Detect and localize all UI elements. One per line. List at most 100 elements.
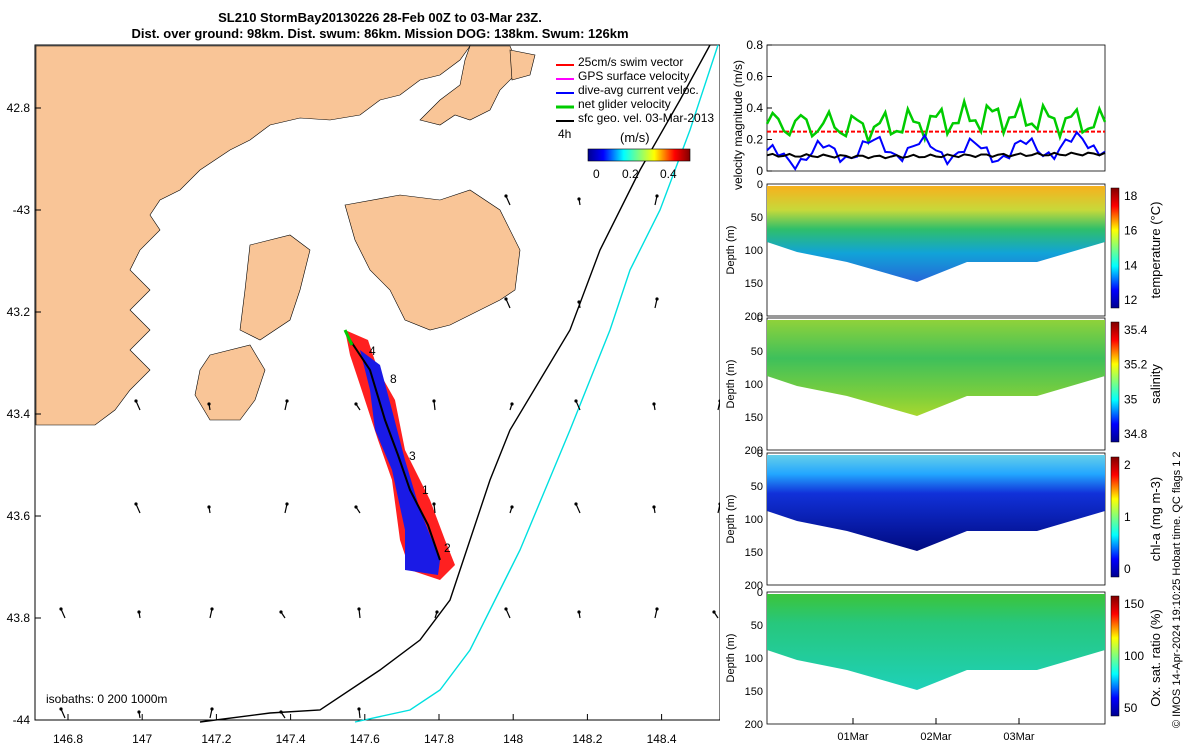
geo-velocity-arrowhead: [718, 399, 720, 403]
depth-tick-label: 0: [757, 448, 763, 460]
map-x-tick-label: 146.8: [53, 732, 83, 746]
colorbar-tick-label: 0: [1124, 562, 1131, 576]
section-colorbar: [1110, 456, 1120, 578]
legend: 25cm/s swim vector GPS surface velocity …: [556, 55, 714, 181]
geo-velocity-arrowhead: [655, 297, 659, 301]
geo-velocity-arrow: [135, 503, 141, 514]
colorbar-tick-label: 34.8: [1124, 427, 1148, 441]
geo-velocity-arrowhead: [285, 399, 289, 403]
geo-velocity-arrowhead: [504, 194, 508, 198]
colorbar-tick-label: 18: [1124, 189, 1138, 203]
colorbar-tick-02: 0.2: [622, 167, 639, 181]
velocity-y-tick-label: 0.4: [746, 101, 763, 115]
geo-velocity-arrowhead: [354, 402, 358, 406]
geo-velocity-arrow: [505, 298, 511, 309]
map-x-tick-label: 147.2: [201, 732, 231, 746]
geo-velocity-arrowhead: [577, 610, 581, 614]
map-x-tick-label: 148: [503, 732, 523, 746]
geostrophic-arrows: [59, 194, 720, 719]
track-label-4: 4: [369, 344, 376, 358]
velocity-series: [765, 96, 1107, 171]
time-tick-label: 03Mar: [1003, 731, 1035, 743]
depth-tick-label: 100: [745, 245, 763, 257]
geo-velocity-arrowhead: [279, 710, 283, 714]
track-label-1: 1: [422, 483, 429, 497]
geo-velocity-arrow: [60, 608, 66, 619]
velocity-series-line: [765, 96, 1107, 146]
map-y-tick-label: 43.8: [7, 611, 31, 625]
depth-axis-label: Depth (m): [725, 226, 737, 275]
depth-tick-label: 150: [745, 686, 763, 698]
depth-tick-label: 50: [751, 212, 763, 224]
depth-tick-label: 0: [757, 313, 763, 325]
section-panel: Depth (m) 0 50 100 150 200 2 1 0 chl-a (mg m-3): [725, 448, 1163, 592]
depth-tick-label: 0: [757, 179, 763, 191]
depth-tick-label: 150: [745, 412, 763, 424]
map-y-tick-label: -44: [13, 713, 31, 727]
velocity-y-tick-label: 0.6: [746, 70, 763, 84]
geo-velocity-arrowhead: [134, 399, 138, 403]
map-x-tick-label: 147.4: [276, 732, 306, 746]
land-area: [35, 45, 536, 426]
geo-velocity-arrowhead: [574, 399, 578, 403]
geo-velocity-arrowhead: [137, 710, 141, 714]
colorbar-tick-label: 35.2: [1124, 358, 1148, 372]
colorbar-tick-label: 16: [1124, 224, 1138, 238]
depth-tick-label: 200: [745, 311, 763, 323]
geo-velocity-arrowhead: [652, 505, 656, 509]
section-colorbar: [1110, 595, 1120, 717]
section-data-field: [767, 594, 1105, 690]
map-x-tick-label: 147.8: [424, 732, 454, 746]
colorbar: [587, 148, 691, 162]
map-y-axis: 42.8 -43 43.2 43.4 43.6 43.8 -44: [7, 101, 41, 727]
geo-velocity-arrowhead: [655, 607, 659, 611]
geo-velocity-arrowhead: [577, 197, 581, 201]
colorbar-tick-label: 12: [1124, 293, 1138, 307]
time-axis: 01Mar 02Mar 03Mar: [837, 718, 1035, 743]
depth-tick-label: 100: [745, 653, 763, 665]
depth-axis-label: Depth (m): [725, 360, 737, 409]
velocity-y-tick-label: 0.8: [746, 38, 763, 52]
geo-velocity-arrowhead: [510, 402, 514, 406]
map-x-axis: 146.8 147 147.2 147.4 147.6 147.8 148 148.2 148.…: [53, 714, 677, 746]
section-data-field: [767, 320, 1105, 416]
colorbar-tick-label: 1: [1124, 510, 1131, 524]
time-tick-label: 02Mar: [920, 731, 952, 743]
depth-tick-label: 50: [751, 481, 763, 493]
colorbar-tick-label: 2: [1124, 458, 1131, 472]
colorbar-tick-label: 14: [1124, 258, 1138, 272]
map-y-tick-label: -43: [13, 203, 31, 217]
geo-velocity-arrowhead: [577, 300, 581, 304]
colorbar-unit: (m/s): [620, 130, 650, 145]
geo-velocity-arrowhead: [210, 707, 214, 711]
colorbar-tick-0: 0: [593, 167, 600, 181]
geo-velocity-arrowhead: [357, 607, 361, 611]
geo-velocity-arrowhead: [207, 505, 211, 509]
legend-label-gps: GPS surface velocity: [578, 69, 689, 83]
track-label-8: 8: [390, 372, 397, 386]
section-panel: Depth (m) 0 50 100 150 200 150 100 50 Ox. sat. ra…: [725, 587, 1163, 731]
geo-velocity-arrowhead: [134, 502, 138, 506]
section-colorbar: [1110, 187, 1120, 309]
geo-velocity-arrowhead: [510, 505, 514, 509]
geo-velocity-arrowhead: [432, 502, 436, 506]
colorbar-tick-label: 100: [1124, 649, 1144, 663]
section-panel: Depth (m) 0 50 100 150 200 18 16 14 12 temperature…: [725, 179, 1163, 323]
geo-velocity-arrowhead: [504, 297, 508, 301]
geo-velocity-arrowhead: [357, 707, 361, 711]
section-variable-label: salinity: [1148, 364, 1163, 404]
geo-velocity-arrowhead: [504, 607, 508, 611]
depth-tick-label: 200: [745, 719, 763, 731]
geo-velocity-arrowhead: [59, 607, 63, 611]
track-label-3: 3: [409, 449, 416, 463]
geo-velocity-arrowhead: [432, 399, 436, 403]
imos-note: © IMOS 14-Apr-2024 19:10:25 Hobart time.…: [1171, 451, 1183, 728]
depth-tick-label: 150: [745, 547, 763, 559]
section-variable-label: chl-a (mg m-3): [1148, 477, 1163, 562]
map-y-tick-label: 42.8: [7, 101, 31, 115]
isobath-1000m: [354, 44, 719, 723]
geo-velocity-arrowhead: [285, 502, 289, 506]
depth-tick-label: 200: [745, 580, 763, 592]
section-plots: 00.20.40.60.8 Depth (m)05010015020018161…: [725, 38, 1163, 743]
geo-velocity-arrowhead: [712, 610, 716, 614]
